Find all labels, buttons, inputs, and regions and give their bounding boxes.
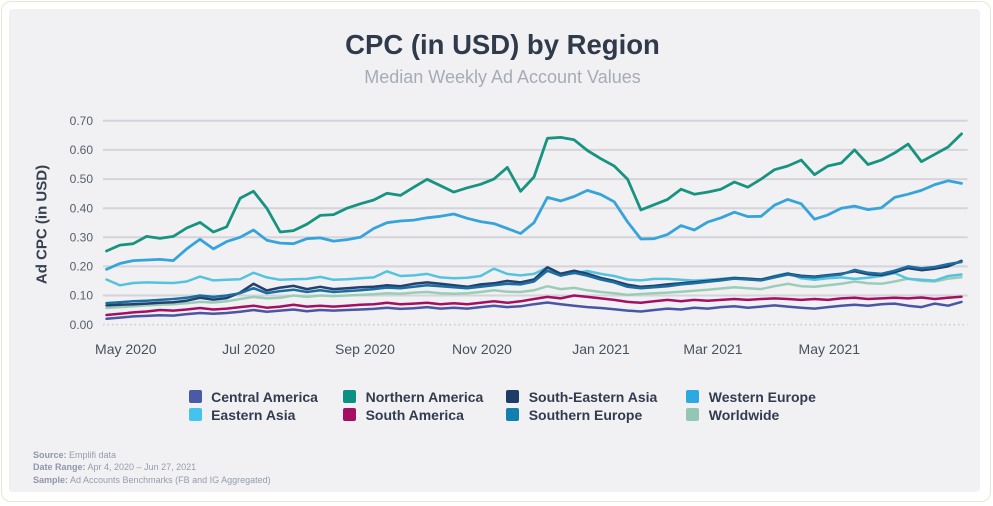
svg-text:May 2020: May 2020 [95,341,157,357]
svg-text:Sep 2020: Sep 2020 [335,341,395,357]
svg-text:0.50: 0.50 [70,172,94,186]
svg-text:0.30: 0.30 [70,231,94,245]
svg-text:0.20: 0.20 [70,260,94,274]
svg-text:0.40: 0.40 [70,201,94,215]
svg-text:0.00: 0.00 [70,318,94,332]
svg-text:May 2021: May 2021 [799,341,861,357]
svg-text:Jul 2020: Jul 2020 [222,341,275,357]
svg-text:Jan 2021: Jan 2021 [572,341,630,357]
svg-text:Nov 2020: Nov 2020 [452,341,512,357]
svg-text:0.10: 0.10 [70,289,94,303]
svg-text:0.60: 0.60 [70,143,94,157]
svg-text:Mar 2021: Mar 2021 [683,341,742,357]
svg-text:0.70: 0.70 [70,114,94,128]
